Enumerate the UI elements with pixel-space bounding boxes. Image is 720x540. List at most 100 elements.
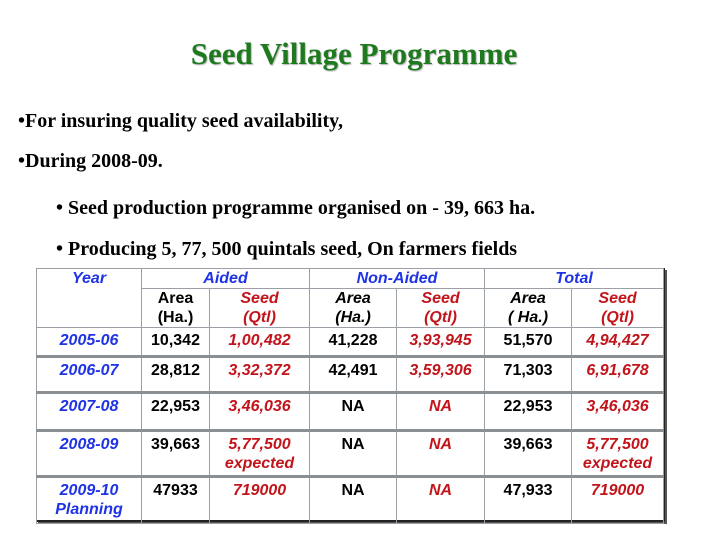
non-aided-seed-cell: NA [396, 475, 486, 524]
aided-area-cell: 39,663 [141, 429, 210, 477]
year-cell: 2005-06 [36, 327, 142, 357]
non-aided-area-cell: NA [309, 429, 398, 477]
cell-line: 2007-08 [59, 398, 119, 415]
cell-line: 3,32,372 [228, 362, 291, 379]
header-year: Year [36, 268, 142, 328]
total-seed-cell: 4,94,427 [571, 327, 665, 357]
cell-line: 5,77,500 [586, 436, 649, 453]
aided-seed-cell: 719000 [208, 475, 311, 524]
cell-line: 22,953 [151, 398, 200, 415]
cell-line: Planning [55, 501, 123, 518]
non-aided-area-cell: NA [309, 391, 398, 431]
non-aided-seed-cell: NA [396, 391, 486, 431]
cell-line: 719000 [232, 482, 287, 499]
non-aided-area-cell: NA [309, 475, 398, 524]
cell-line: 41,228 [328, 332, 378, 349]
cell-line: NA [428, 436, 453, 453]
year-cell: 2007-08 [36, 391, 142, 431]
header-line: Seed [421, 290, 460, 307]
header-line: (Qtl) [424, 309, 457, 326]
cell-line: 51,570 [503, 332, 553, 349]
bullet-quintals-seed: • Producing 5, 77, 500 quintals seed, On… [56, 238, 518, 260]
non-aided-seed-cell: 3,59,306 [396, 355, 486, 393]
bullet-quality-seed: •For insuring quality seed availability, [18, 110, 344, 132]
cell-line: NA [341, 436, 365, 453]
cell-line: 2008-09 [59, 436, 119, 453]
aided-area-cell: 10,342 [141, 327, 210, 357]
header-total-area: Area ( Ha.) [484, 288, 573, 328]
header-year-label: Year [71, 270, 107, 287]
header-aided-seed: Seed (Qtl) [208, 288, 311, 328]
cell-line: 71,303 [503, 362, 553, 379]
cell-line: NA [428, 482, 453, 499]
cell-line: expected [224, 455, 295, 472]
cell-line: 5,77,500 [228, 436, 291, 453]
cell-line: 4,94,427 [586, 332, 649, 349]
seed-village-table: Year Aided Non-Aided Total Area (Ha.) See… [36, 268, 665, 524]
header-group-non-aided: Non-Aided [309, 268, 486, 289]
header-group-aided: Aided [140, 268, 311, 289]
table-row: 2005-06 10,342 1,00,482 41,228 3,93,945 51,57… [36, 327, 665, 357]
table-header-row-groups: Year Aided Non-Aided Total [36, 268, 665, 328]
seed-village-table-wrapper: Year Aided Non-Aided Total Area (Ha.) See… [36, 268, 665, 524]
slide-title: Seed Village Programme [190, 36, 518, 71]
header-group-total: Total [484, 268, 665, 289]
header-line: ( Ha.) [508, 309, 549, 326]
cell-line: 42,491 [328, 362, 378, 379]
cell-line: 3,93,945 [409, 332, 472, 349]
cell-line: 22,953 [503, 398, 553, 415]
year-cell: 2008-09 [36, 429, 142, 477]
header-line: (Ha.) [335, 309, 371, 326]
cell-line: 3,46,036 [586, 398, 649, 415]
total-area-cell: 51,570 [484, 327, 573, 357]
aided-seed-cell: 1,00,482 [208, 327, 311, 357]
header-line: Seed [598, 290, 637, 307]
header-line: (Ha.) [157, 309, 194, 326]
non-aided-seed-cell: 3,93,945 [396, 327, 486, 357]
total-seed-cell: 6,91,678 [571, 355, 665, 393]
year-cell: 2009-10 Planning [36, 475, 142, 524]
cell-line: 39,663 [151, 436, 200, 453]
bullet-during-year: •During 2008-09. [18, 150, 163, 172]
cell-line: 47,933 [503, 482, 553, 499]
aided-seed-cell: 3,32,372 [208, 355, 311, 393]
total-seed-cell: 719000 [571, 475, 665, 524]
cell-line: 2006-07 [59, 362, 119, 379]
cell-line: NA [341, 482, 365, 499]
aided-area-cell: 28,812 [141, 355, 210, 393]
non-aided-area-cell: 41,228 [309, 327, 398, 357]
header-line: Seed [240, 290, 279, 307]
header-total-seed: Seed (Qtl) [571, 288, 665, 328]
total-area-cell: 71,303 [484, 355, 573, 393]
header-line: (Qtl) [243, 309, 276, 326]
cell-line: 2005-06 [59, 332, 119, 349]
cell-line: NA [341, 398, 365, 415]
table-header-row-sub: Area (Ha.) Seed (Qtl) Area (Ha.) Seed (Qtl) … [37, 288, 665, 328]
cell-line: 28,812 [151, 362, 200, 379]
header-line: Area [510, 290, 546, 307]
aided-seed-cell: 3,46,036 [208, 391, 311, 431]
total-seed-cell: 5,77,500 expected [571, 429, 665, 477]
cell-line: 1,00,482 [228, 332, 291, 349]
header-non-seed: Seed (Qtl) [396, 288, 486, 328]
cell-line: 47933 [153, 482, 198, 499]
cell-line: 2009-10 [59, 482, 119, 499]
header-line: Area [157, 290, 194, 307]
non-aided-area-cell: 42,491 [309, 355, 398, 393]
cell-line: 3,59,306 [409, 362, 472, 379]
cell-line: 39,663 [503, 436, 553, 453]
aided-seed-cell: 5,77,500 expected [208, 429, 311, 477]
header-line: Area [335, 290, 371, 307]
table-row: 2009-10 Planning 47933 719000 NA NA 47,933 7190… [36, 475, 665, 524]
total-area-cell: 22,953 [484, 391, 573, 431]
cell-line: expected [582, 455, 653, 472]
year-cell: 2006-07 [36, 355, 142, 393]
bullet-production-area: • Seed production programme organised on… [56, 197, 536, 219]
total-area-cell: 47,933 [484, 475, 573, 524]
total-seed-cell: 3,46,036 [571, 391, 665, 431]
aided-area-cell: 47933 [141, 475, 210, 524]
table-row: 2006-07 28,812 3,32,372 42,491 3,59,306 71,30… [36, 355, 665, 393]
table-row: 2008-09 39,663 5,77,500 expected NA NA 39,663 5… [36, 429, 665, 477]
cell-line: 6,91,678 [586, 362, 649, 379]
header-non-area: Area (Ha.) [309, 288, 398, 328]
